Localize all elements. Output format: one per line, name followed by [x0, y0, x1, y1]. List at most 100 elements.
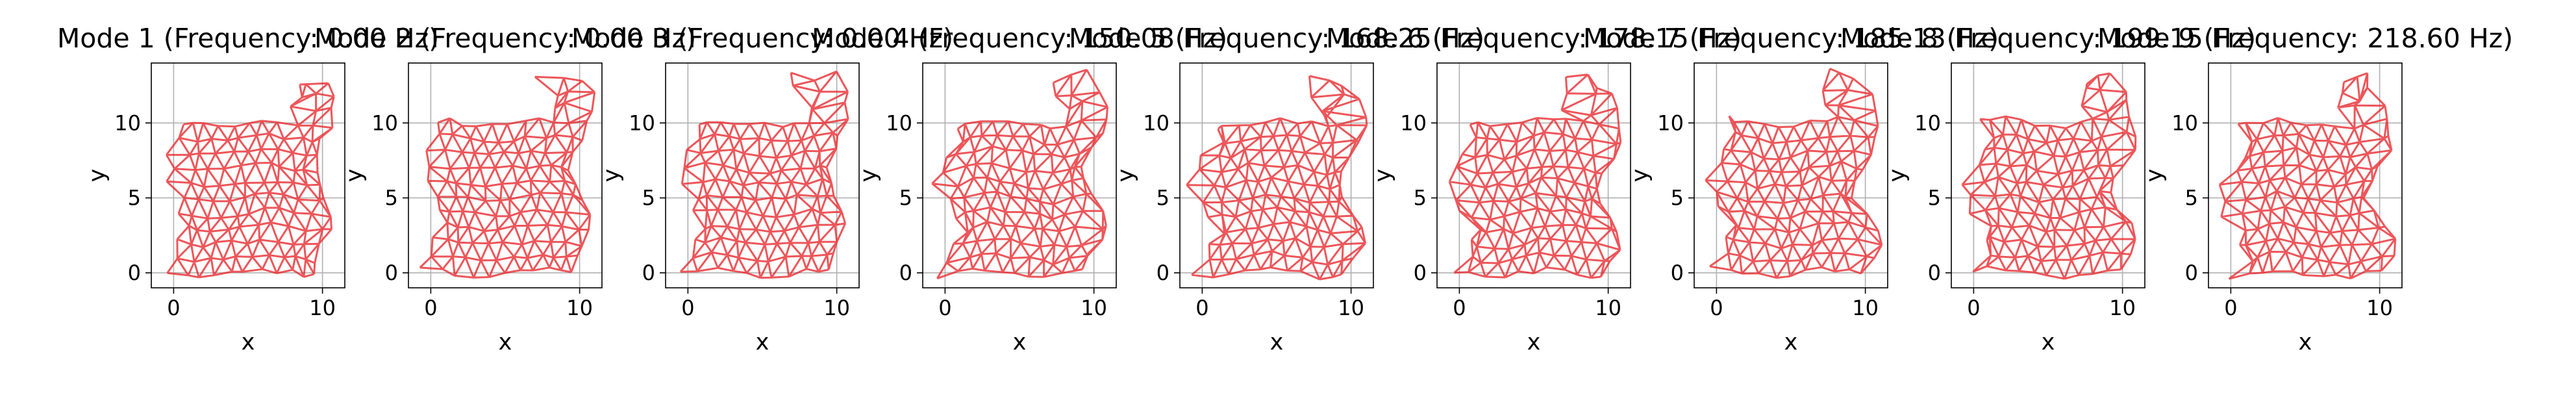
- x-axis-label: x: [242, 329, 255, 355]
- x-tick-label: 0: [167, 296, 180, 320]
- mesh-edges: [2218, 72, 2397, 280]
- y-tick-label: 0: [1928, 261, 1941, 285]
- subplot-title: Mode 7 (Frequency: 185.13 Hz): [1583, 23, 1999, 54]
- y-axis-label: y: [599, 169, 625, 183]
- mode-subplot-2: 0 10 0 5 10 x y Mode 2 (Frequency: 0.00 Hz): [314, 23, 696, 355]
- mode-subplot-5: 0 10 0 5 10 x y Mode 5 (Frequency: 168.25 Hz): [1069, 23, 1484, 355]
- y-tick-label: 5: [1414, 186, 1427, 210]
- subplot-title: Mode 2 (Frequency: 0.00 Hz): [314, 23, 696, 54]
- y-tick-label: 0: [899, 261, 912, 285]
- y-tick-label: 10: [629, 110, 655, 135]
- subplot-title: Mode 9 (Frequency: 218.60 Hz): [2097, 23, 2513, 54]
- x-tick-label: 0: [1710, 296, 1723, 320]
- y-axis-label: y: [1884, 169, 1910, 183]
- subplot-title: Mode 3 (Frequency: 0.00 Hz): [571, 23, 953, 54]
- y-tick-label: 0: [1671, 261, 1684, 285]
- axes-frame: [408, 62, 603, 288]
- mode-subplot-9: 0 10 0 5 10 x y Mode 9 (Frequency: 218.60 Hz): [2097, 23, 2513, 355]
- mesh-edges: [1448, 73, 1622, 279]
- subplot-title: Mode 1 (Frequency: 0.00 Hz): [57, 23, 439, 54]
- y-tick-label: 0: [2185, 261, 2198, 285]
- axes-frame: [1179, 62, 1374, 288]
- y-tick-label: 0: [1414, 261, 1427, 285]
- y-tick-label: 5: [642, 186, 655, 210]
- x-tick-label: 0: [1453, 296, 1466, 320]
- x-axis-label: x: [1784, 329, 1798, 355]
- subplot-title: Mode 5 (Frequency: 168.25 Hz): [1069, 23, 1484, 54]
- y-axis-label: y: [1370, 169, 1396, 183]
- mode-subplot-6: 0 10 0 5 10 x y Mode 6 (Frequency: 178.15 Hz): [1326, 23, 1742, 355]
- y-axis-label: y: [2142, 169, 2168, 183]
- x-tick-label: 10: [1595, 296, 1621, 320]
- mesh-edges: [166, 82, 335, 279]
- x-tick-label: 10: [2366, 296, 2393, 320]
- x-axis-label: x: [1013, 329, 1027, 355]
- x-tick-label: 10: [823, 296, 850, 320]
- x-tick-label: 0: [424, 296, 437, 320]
- subplot-title: Mode 6 (Frequency: 178.15 Hz): [1326, 23, 1742, 54]
- y-tick-label: 0: [128, 261, 141, 285]
- y-tick-label: 5: [1671, 186, 1684, 210]
- y-axis-label: y: [342, 169, 368, 183]
- y-tick-label: 0: [1157, 261, 1169, 285]
- x-tick-label: 10: [309, 296, 336, 320]
- x-axis-label: x: [1527, 329, 1541, 355]
- axes-frame: [922, 62, 1117, 288]
- mesh-edges: [1961, 72, 2137, 280]
- y-tick-label: 10: [2171, 110, 2198, 135]
- x-tick-label: 10: [1081, 296, 1107, 320]
- x-axis-label: x: [1270, 329, 1284, 355]
- x-tick-label: 10: [2109, 296, 2136, 320]
- mode-subplot-8: 0 10 0 5 10 x y Mode 8 (Frequency: 199.15 Hz): [1840, 23, 2256, 355]
- y-axis-label: y: [856, 169, 882, 183]
- x-tick-label: 0: [1967, 296, 1980, 320]
- mesh-edges: [419, 75, 596, 279]
- y-axis-label: y: [1627, 169, 1653, 183]
- y-tick-label: 5: [1157, 186, 1169, 210]
- axes-frame: [665, 62, 860, 288]
- y-tick-label: 10: [1143, 110, 1169, 135]
- x-axis-label: x: [756, 329, 769, 355]
- x-tick-label: 0: [938, 296, 951, 320]
- mode-subplot-3: 0 10 0 5 10 x y Mode 3 (Frequency: 0.00 Hz): [571, 23, 953, 355]
- y-tick-label: 10: [371, 110, 398, 135]
- y-axis-label: y: [84, 169, 110, 183]
- mesh-edges: [931, 68, 1108, 280]
- x-axis-label: x: [2299, 329, 2312, 355]
- y-tick-label: 10: [1914, 110, 1941, 135]
- mode-subplot-4: 0 10 0 5 10 x y Mode 4 (Frequency: 150.08 Hz): [812, 23, 1227, 355]
- y-tick-label: 10: [886, 110, 912, 135]
- mode-subplot-7: 0 10 0 5 10 x y Mode 7 (Frequency: 185.13 Hz): [1583, 23, 1999, 355]
- y-tick-label: 10: [1657, 110, 1684, 135]
- y-tick-label: 5: [2185, 186, 2198, 210]
- x-tick-label: 0: [1195, 296, 1208, 320]
- x-axis-label: x: [2042, 329, 2055, 355]
- y-axis-label: y: [1113, 169, 1139, 183]
- y-tick-label: 10: [1400, 110, 1427, 135]
- y-tick-label: 5: [899, 186, 912, 210]
- x-axis-label: x: [499, 329, 512, 355]
- x-tick-label: 10: [566, 296, 593, 320]
- axes-frame: [151, 62, 345, 288]
- mesh-edges: [1186, 75, 1368, 281]
- subplot-title: Mode 4 (Frequency: 150.08 Hz): [812, 23, 1227, 54]
- y-tick-label: 0: [385, 261, 398, 285]
- y-tick-label: 5: [1928, 186, 1941, 210]
- y-tick-label: 5: [385, 186, 398, 210]
- x-tick-label: 10: [1852, 296, 1879, 320]
- axes-frame: [1694, 62, 1888, 288]
- mode-subplot-1: 0 10 0 5 10 x y Mode 1 (Frequency: 0.00 Hz): [57, 23, 439, 355]
- x-tick-label: 10: [1338, 296, 1364, 320]
- axes-frame: [2208, 62, 2403, 288]
- mesh-edges: [679, 70, 849, 279]
- y-tick-label: 0: [642, 261, 655, 285]
- x-tick-label: 0: [2224, 296, 2237, 320]
- y-tick-label: 10: [114, 110, 141, 135]
- y-tick-label: 5: [128, 186, 141, 210]
- axes-frame: [1951, 62, 2145, 288]
- axes-frame: [1436, 62, 1631, 288]
- x-tick-label: 0: [681, 296, 694, 320]
- subplot-title: Mode 8 (Frequency: 199.15 Hz): [1840, 23, 2256, 54]
- mesh-edges: [1705, 68, 1883, 279]
